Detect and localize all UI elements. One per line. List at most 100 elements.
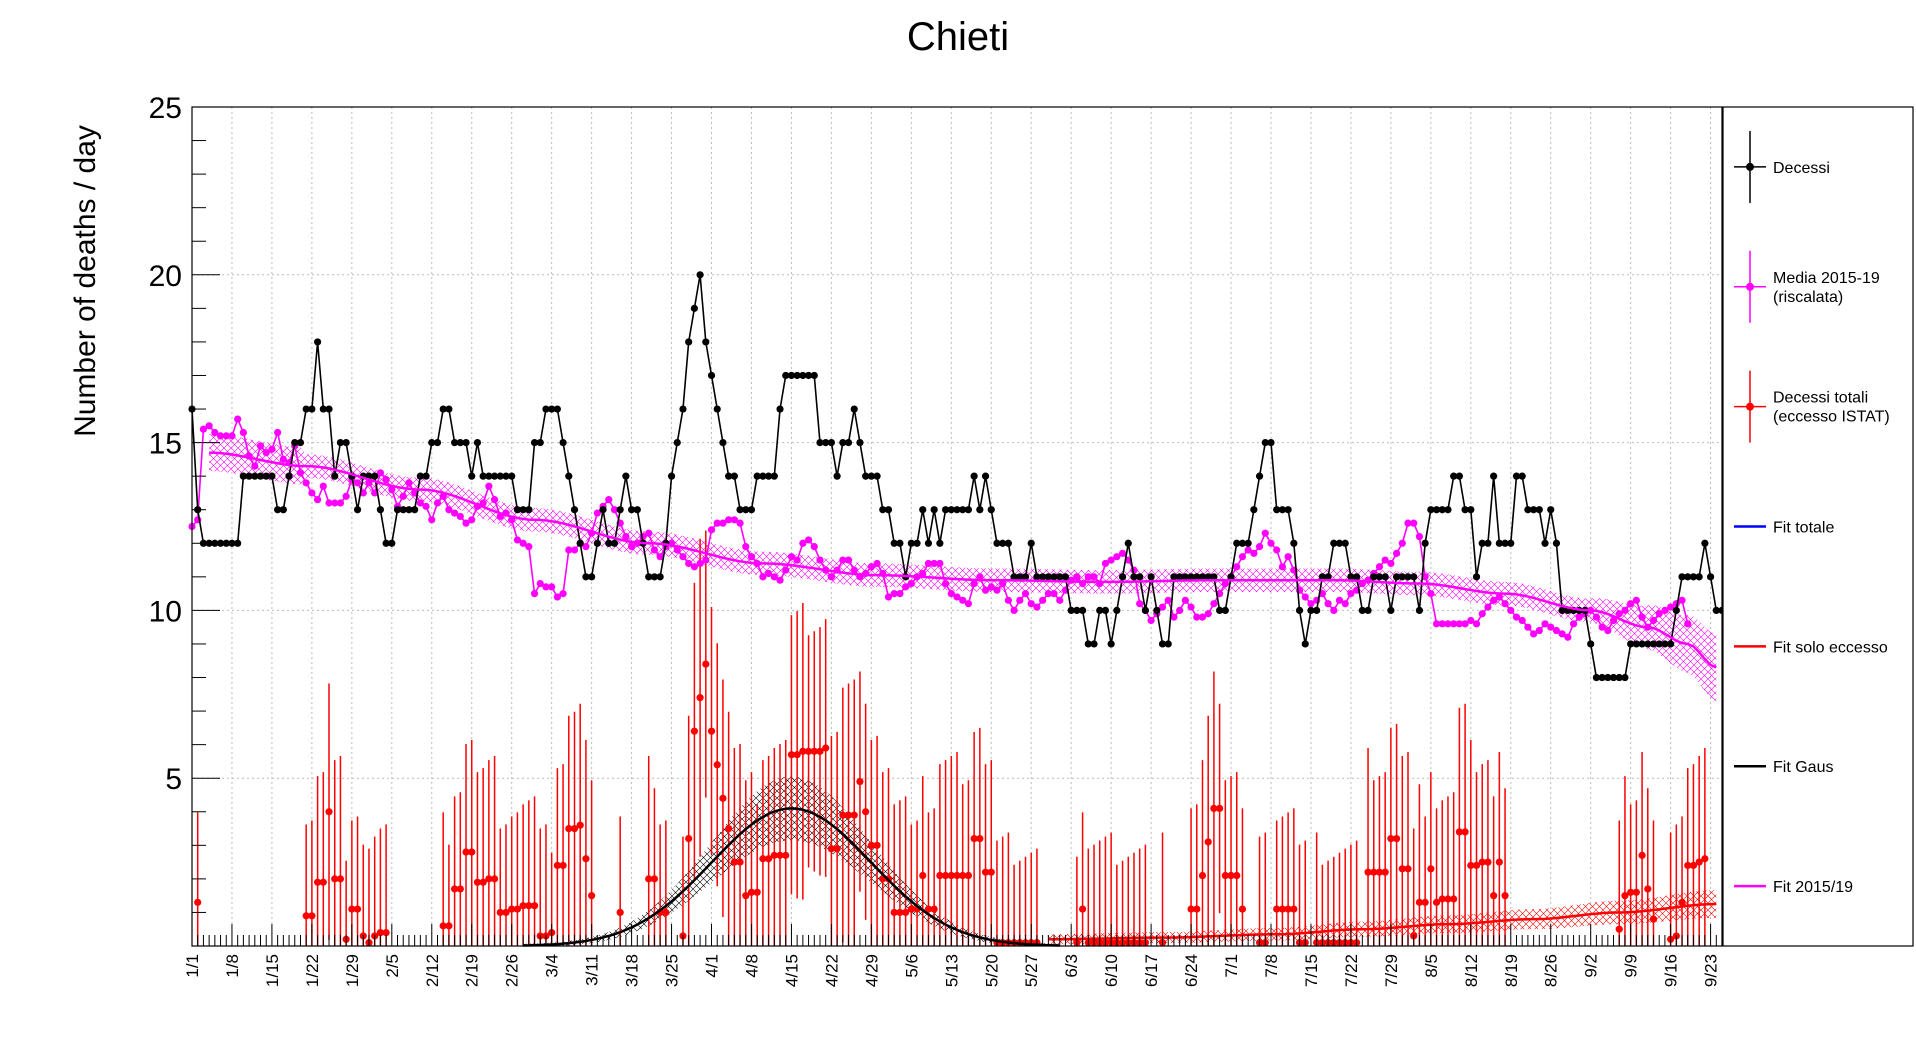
average-point [747, 553, 756, 561]
deaths-point [405, 506, 413, 514]
excess-point [331, 875, 339, 883]
deaths-point [205, 539, 213, 547]
average-point [1273, 546, 1281, 554]
deaths-point [1661, 640, 1669, 648]
excess-point [782, 851, 790, 859]
x-tick-label: 1/8 [223, 954, 242, 978]
x-tick-label: 4/1 [703, 954, 722, 978]
deaths-point [1392, 573, 1401, 581]
deaths-point [833, 472, 841, 480]
x-tick-label: 5/27 [1022, 954, 1041, 987]
average-point [433, 499, 442, 507]
deaths-point [399, 506, 407, 514]
average-point [679, 553, 687, 561]
average-point [1427, 590, 1435, 598]
excess-point [1387, 835, 1395, 843]
excess-point [650, 875, 659, 883]
x-tick-label: 2/26 [503, 954, 522, 987]
excess-point [1632, 888, 1640, 896]
excess-point [570, 824, 579, 833]
average-point [1147, 616, 1155, 625]
deaths-point [291, 439, 299, 447]
deaths-point [753, 472, 761, 480]
deaths-point [873, 472, 881, 480]
average-point [296, 469, 305, 477]
x-tick-label: 6/24 [1182, 954, 1201, 987]
average-point [1661, 606, 1669, 615]
deaths-point [685, 338, 693, 346]
excess-point [336, 875, 345, 883]
average-point [1547, 623, 1555, 631]
x-tick-label: 4/15 [782, 954, 801, 987]
deaths-point [747, 506, 756, 514]
excess-point [776, 851, 784, 859]
average-point [736, 519, 744, 527]
average-point [559, 590, 567, 598]
x-tick-label: 7/15 [1302, 954, 1321, 987]
x-tick-label: 4/8 [742, 954, 761, 978]
deaths-point [959, 506, 967, 514]
excess-point [519, 902, 527, 910]
excess-point [1444, 895, 1452, 903]
average-point [490, 496, 499, 504]
deaths-point [650, 573, 659, 581]
deaths-point [981, 472, 990, 480]
legend-label: Decessi [1773, 160, 1830, 177]
average-point [216, 432, 225, 440]
average-point [308, 489, 316, 497]
deaths-point [1701, 539, 1709, 547]
excess-point [690, 727, 698, 735]
average-point [1187, 603, 1195, 611]
deaths-point [1250, 506, 1258, 514]
excess-point [850, 811, 858, 819]
average-point [1198, 613, 1207, 621]
average-point [804, 536, 813, 544]
deaths-point [1341, 539, 1349, 547]
average-point [1495, 593, 1503, 601]
average-point [279, 455, 287, 463]
deaths-point [274, 506, 282, 514]
average-point [553, 593, 561, 601]
deaths-point [353, 506, 362, 514]
average-point [1472, 620, 1481, 628]
average-point [1507, 606, 1515, 615]
average-point [713, 519, 721, 527]
average-point [1375, 563, 1384, 571]
legend-label: Fit Gaus [1773, 759, 1833, 776]
plot-frame [191, 106, 1723, 947]
deaths-point [605, 539, 613, 547]
excess-point [513, 905, 522, 913]
average-point [719, 519, 727, 527]
excess-point [953, 871, 961, 880]
deaths-point [1244, 539, 1252, 547]
deaths-point [1255, 472, 1264, 480]
deaths-point [707, 371, 716, 380]
deaths-point [1187, 573, 1195, 581]
average-point [1050, 590, 1058, 598]
band-layer [209, 434, 1717, 946]
excess-point [319, 878, 327, 886]
deaths-point [787, 371, 796, 380]
deaths-point [1330, 539, 1338, 547]
average-point [907, 579, 915, 588]
excess-point [833, 845, 841, 853]
deaths-point [325, 405, 333, 413]
deaths-point [519, 506, 527, 514]
excess-point [559, 861, 567, 870]
average-point [844, 556, 853, 564]
excess-point [1621, 892, 1629, 900]
average-point [228, 432, 236, 440]
x-tick-label: 2/5 [383, 954, 402, 978]
average-point [890, 590, 898, 598]
deaths-point [1078, 606, 1087, 615]
average-point [1649, 616, 1658, 625]
average-point [1478, 610, 1486, 618]
excess-point [353, 905, 362, 913]
deaths-point [862, 472, 870, 480]
average-point [776, 576, 784, 584]
average-point [953, 593, 961, 601]
average-point [1021, 590, 1030, 598]
deaths-point [999, 539, 1007, 547]
average-point [1558, 630, 1566, 638]
average-point [702, 556, 710, 564]
